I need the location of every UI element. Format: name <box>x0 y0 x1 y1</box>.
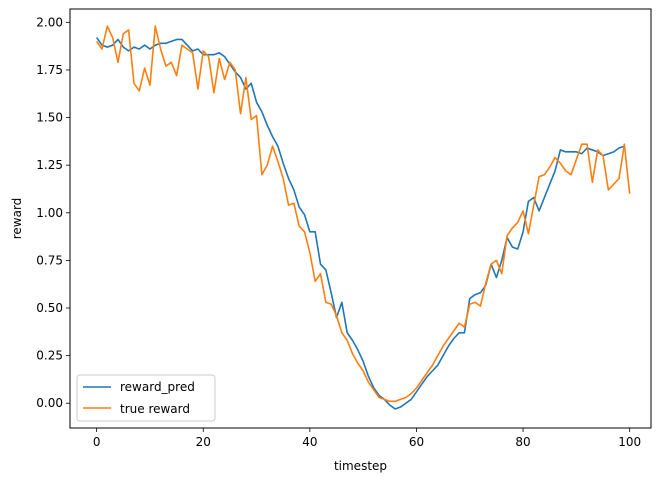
x-tick-label: 40 <box>302 435 317 449</box>
y-tick-label: 0.25 <box>36 349 63 363</box>
series-lines <box>95 25 631 410</box>
series-line-true-reward <box>95 25 631 403</box>
series-line-reward-pred <box>95 37 625 410</box>
x-tick-label: 20 <box>196 435 211 449</box>
y-axis-label: reward <box>10 198 24 240</box>
legend-label-true-reward: true reward <box>120 402 190 416</box>
axis-ticks: 0 20 40 60 80 100 0.00 0.25 0.50 0.75 1.00 1.25 1.50… <box>36 15 641 449</box>
legend-label-reward-pred: reward_pred <box>120 380 195 394</box>
y-tick-label: 0.50 <box>36 301 63 315</box>
legend-box <box>76 374 216 422</box>
x-tick-label: 80 <box>515 435 530 449</box>
y-tick-label: 0.00 <box>36 396 63 410</box>
x-tick-label: 100 <box>618 435 641 449</box>
x-axis-label: timestep <box>334 459 387 473</box>
x-tick-label: 60 <box>409 435 424 449</box>
plot-area <box>69 8 652 429</box>
y-tick-label: 0.75 <box>36 253 63 267</box>
y-tick-label: 1.00 <box>36 206 63 220</box>
y-tick-label: 2.00 <box>36 15 63 29</box>
x-tick-label: 0 <box>93 435 101 449</box>
y-tick-label: 1.50 <box>36 111 63 125</box>
legend: reward_pred true reward <box>76 374 216 422</box>
y-tick-label: 1.75 <box>36 63 63 77</box>
y-tick-label: 1.25 <box>36 158 63 172</box>
